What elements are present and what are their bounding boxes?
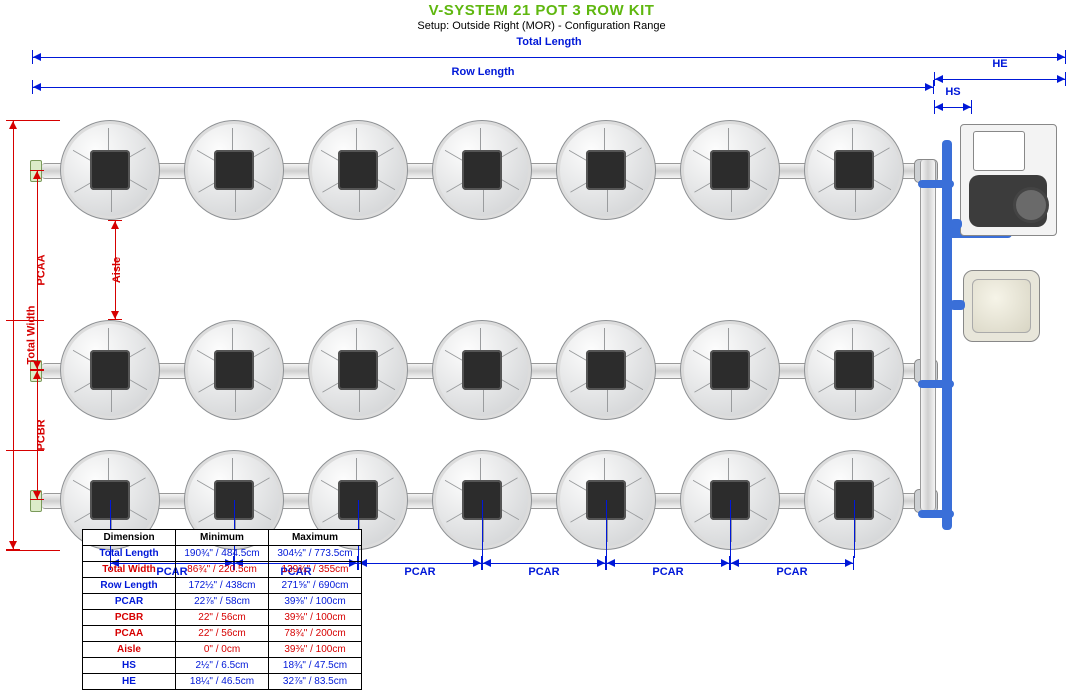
dimension-pcbr: PCBR: [30, 370, 44, 500]
dimension-pcar: PCAR: [482, 556, 606, 570]
table-row: HS2½" / 6.5cm18¾" / 47.5cm: [83, 658, 362, 674]
pot: [308, 320, 408, 420]
pot: [556, 120, 656, 220]
blue-fitting: [918, 380, 954, 388]
dimension-pcar: PCAR: [606, 556, 730, 570]
pot: [680, 320, 780, 420]
blue-fitting: [918, 510, 954, 518]
return-line: [942, 140, 952, 530]
table-header: Minimum: [176, 530, 269, 546]
pot: [432, 320, 532, 420]
table-row: Total Length190¾" / 484.5cm304½" / 773.5…: [83, 546, 362, 562]
pot: [184, 320, 284, 420]
table-header: Maximum: [269, 530, 362, 546]
table-row: Aisle0" / 0cm39⅜" / 100cm: [83, 642, 362, 658]
pot: [804, 120, 904, 220]
filter-hose: [950, 300, 965, 310]
pot: [432, 120, 532, 220]
table-row: PCAA22" / 56cm78¾" / 200cm: [83, 626, 362, 642]
pot: [60, 120, 160, 220]
table-row: Total Width86¾" / 220.5cm139¾" / 355cm: [83, 562, 362, 578]
pump-hose: [950, 219, 962, 229]
page-subtitle: Setup: Outside Right (MOR) - Configurati…: [0, 20, 1083, 32]
table-row: HE18¼" / 46.5cm32⅞" / 83.5cm: [83, 674, 362, 690]
table-row: PCAR22⅞" / 58cm39⅜" / 100cm: [83, 594, 362, 610]
control-unit: [960, 124, 1057, 236]
dimension-pcar: PCAR: [358, 556, 482, 570]
dimension-table: DimensionMinimumMaximum Total Length190¾…: [82, 529, 362, 690]
pot: [804, 320, 904, 420]
dimension-pcar: PCAR: [730, 556, 854, 570]
pot: [60, 320, 160, 420]
dimension-pcaa: PCAA: [30, 170, 44, 370]
table-row: Row Length172½" / 438cm271⅝" / 690cm: [83, 578, 362, 594]
dimension-total-length: Total Length: [32, 50, 1066, 64]
dimension-total-width: Total Width: [6, 120, 20, 550]
pot: [556, 320, 656, 420]
pot: [308, 120, 408, 220]
blue-fitting: [918, 180, 954, 188]
filter-unit: [963, 270, 1040, 342]
page-title: V-SYSTEM 21 POT 3 ROW KIT: [0, 2, 1083, 19]
pot: [680, 120, 780, 220]
table-row: PCBR22" / 56cm39⅜" / 100cm: [83, 610, 362, 626]
table-header: Dimension: [83, 530, 176, 546]
layout-diagram: Total Length Row LengthHE HS Total Width PCA…: [0, 32, 1083, 552]
dimension-hs: HS: [934, 100, 972, 114]
manifold-pipe: [920, 160, 936, 510]
dimension-aisle: Aisle: [108, 220, 122, 320]
dimension-row-length: Row Length: [32, 80, 934, 94]
pot: [184, 120, 284, 220]
dimension-he: HE: [934, 72, 1066, 86]
